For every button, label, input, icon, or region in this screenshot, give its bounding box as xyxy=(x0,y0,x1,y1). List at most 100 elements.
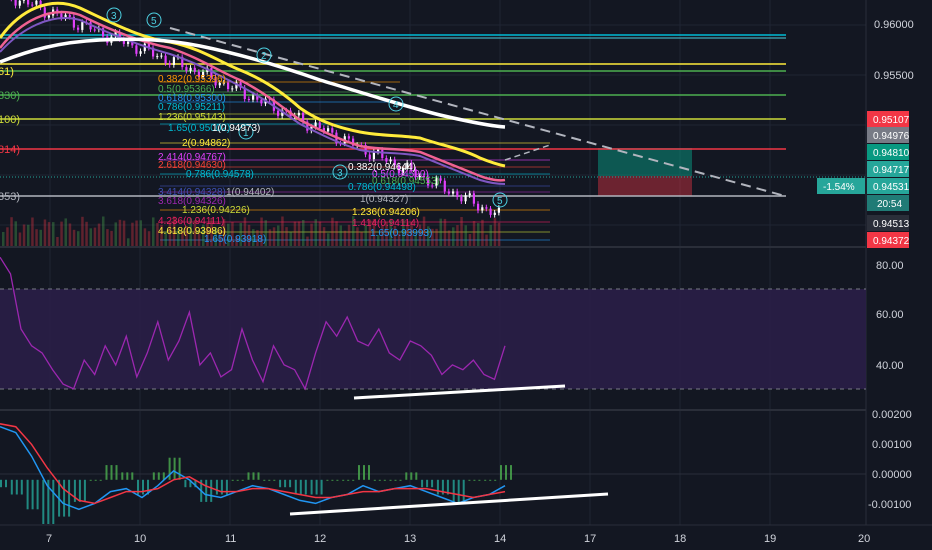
volume-bar xyxy=(252,229,255,246)
volume-bar xyxy=(285,227,288,246)
macd-hist-bar xyxy=(142,479,144,495)
candle-body xyxy=(27,0,30,5)
volume-bar xyxy=(131,222,134,246)
candle-body xyxy=(493,212,496,215)
volume-bar xyxy=(81,216,84,246)
volume-bar xyxy=(277,225,280,246)
fib-label: 2.414(0.94767) xyxy=(158,152,226,163)
candle-body xyxy=(452,191,455,194)
rsi-tick-40: 40.00 xyxy=(876,360,904,372)
volume-bar xyxy=(168,222,172,246)
position-loss-zone[interactable] xyxy=(598,176,692,196)
time-tick: 19 xyxy=(764,533,776,545)
volume-bar xyxy=(85,221,88,246)
volume-bar xyxy=(156,223,159,246)
volume-bar xyxy=(360,231,363,246)
macd-hist-bar xyxy=(247,472,250,480)
candle-body xyxy=(447,191,450,194)
grid xyxy=(0,0,866,525)
volume-bar xyxy=(293,221,297,246)
macd-hist-bar xyxy=(73,479,76,502)
volume-bar xyxy=(152,217,155,246)
macd-hist-bar xyxy=(189,479,192,488)
macd-trendline[interactable] xyxy=(289,492,609,516)
candle-body xyxy=(306,121,309,131)
candle-body xyxy=(22,0,25,1)
trendline-dashed-short[interactable] xyxy=(504,144,551,161)
candle-body xyxy=(302,112,305,122)
macd-hist-bar xyxy=(0,479,2,488)
macd-hist-bar xyxy=(47,479,50,524)
volume-bar xyxy=(493,218,497,246)
wave-label-1: 3 xyxy=(111,11,117,22)
macd-pane[interactable] xyxy=(0,423,866,524)
volume-bar xyxy=(489,224,492,246)
candle-body xyxy=(235,82,238,89)
macd-hist-bar xyxy=(215,479,218,495)
volume-bar xyxy=(439,218,442,246)
candle-body xyxy=(147,43,150,48)
ma-white[interactable] xyxy=(0,37,506,129)
macd-hist-bar xyxy=(168,457,171,480)
left-label-61: 61) xyxy=(0,66,14,78)
ma-pink[interactable] xyxy=(0,10,506,182)
volume-bar xyxy=(368,219,372,246)
macd-hist-bar xyxy=(431,479,434,488)
position-profit-zone[interactable] xyxy=(598,148,692,176)
candle-body xyxy=(47,15,50,18)
macd-hist-bar xyxy=(36,479,39,510)
rsi-trendline[interactable] xyxy=(353,384,566,400)
candle-body xyxy=(256,95,259,100)
left-label-353: 353) xyxy=(0,191,20,203)
macd-hist-bar xyxy=(173,457,176,480)
candle-body xyxy=(160,55,163,57)
ma-yellow[interactable] xyxy=(0,1,506,168)
macd-hist-bar xyxy=(500,465,502,480)
candle-body xyxy=(193,67,196,72)
candle-body xyxy=(406,162,409,169)
candle-body xyxy=(231,88,234,90)
macd-hist-bar xyxy=(336,479,339,481)
volume-bar xyxy=(60,221,63,246)
volume-bar xyxy=(172,216,176,246)
rsi-pane[interactable] xyxy=(0,256,866,400)
macd-hist-bar xyxy=(368,465,370,480)
trendline-dashed-descending[interactable] xyxy=(169,27,786,197)
volume-bar xyxy=(218,231,222,246)
candle-body xyxy=(385,158,388,162)
fib-label: 1.236(0.94226) xyxy=(182,205,250,216)
price-axis[interactable]: 0.96000 0.95500 0.95107 0.94976 0.94810 … xyxy=(817,19,914,511)
volume-bar xyxy=(260,217,263,246)
fib-label: 1(0.94402) xyxy=(226,187,274,198)
volume-bar xyxy=(22,224,26,246)
macd-hist-bar xyxy=(115,465,118,480)
macd-hist-bar xyxy=(399,479,402,481)
macd-hist-bar xyxy=(236,479,239,481)
macd-line[interactable] xyxy=(0,425,506,511)
volume-bar xyxy=(247,224,251,246)
macd-hist-bar xyxy=(468,479,471,481)
price-tick: 0.95500 xyxy=(874,70,914,82)
macd-signal-line[interactable] xyxy=(0,423,506,505)
volume-bar xyxy=(227,223,230,246)
macd-hist-bar xyxy=(358,465,360,480)
rsi-line[interactable] xyxy=(0,256,506,391)
ma-blue[interactable] xyxy=(0,17,506,185)
price-pane[interactable]: 3 5 2 4 1 3 5 0.382(0.95396) 0.5(0.95366… xyxy=(0,0,866,246)
volume-bar xyxy=(377,235,380,246)
fib-label: 0.5(0.94590) xyxy=(372,169,429,180)
time-axis[interactable]: 7 10 11 12 13 14 17 18 19 20 xyxy=(46,533,870,545)
volume-bar xyxy=(389,218,392,246)
macd-hist-bar xyxy=(152,472,155,480)
fib-label: 1.414(0.94114) xyxy=(352,218,419,229)
volume-bar xyxy=(43,219,47,246)
time-tick: 13 xyxy=(404,533,416,545)
volume-bar xyxy=(135,220,138,246)
volume-bar xyxy=(314,219,317,246)
left-label-330: 330) xyxy=(0,90,20,102)
volume-bar xyxy=(335,221,338,246)
candle-body xyxy=(35,0,38,5)
price-tag-red-1: 0.95107 xyxy=(873,115,910,126)
